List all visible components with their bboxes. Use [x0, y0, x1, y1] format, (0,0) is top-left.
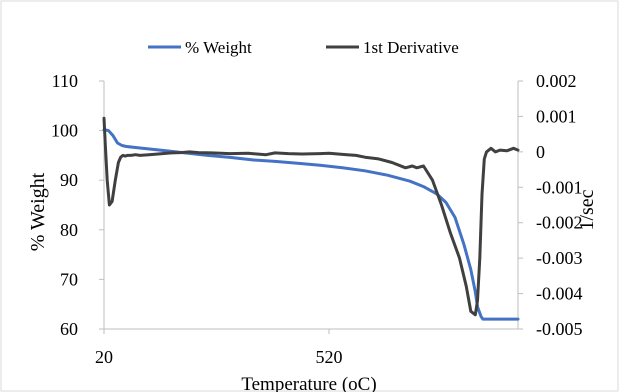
left-tick-label: 70 — [60, 269, 78, 289]
right-axis-title: 1/sec — [576, 189, 598, 230]
series-line-derivative — [102, 116, 520, 317]
series-line-weight — [102, 128, 520, 321]
legend-label-derivative: 1st Derivative — [363, 38, 459, 57]
legend-label-weight: % Weight — [185, 38, 252, 57]
left-tick-label: 100 — [51, 121, 78, 141]
right-tick-label: 0 — [536, 142, 545, 162]
x-axis-ticks: 20 520 — [95, 329, 343, 367]
right-tick-label: -0.004 — [536, 284, 583, 304]
series-lines — [102, 116, 520, 321]
legend: % Weight 1st Derivative — [148, 38, 459, 57]
x-tick-label: 520 — [316, 347, 343, 367]
right-tick-label: -0.001 — [536, 177, 583, 197]
right-tick-label: 0.002 — [536, 71, 577, 91]
right-tick-label: -0.005 — [536, 319, 583, 339]
left-axis-title: % Weight — [27, 172, 49, 251]
right-axis-ticks: 0.002 0.001 0 -0.001 -0.002 -0.003 -0.004 -0.00… — [518, 71, 583, 339]
right-tick-label: -0.002 — [536, 213, 583, 233]
left-tick-label: 60 — [60, 319, 78, 339]
right-tick-label: 0.001 — [536, 106, 577, 126]
left-tick-label: 80 — [60, 220, 78, 240]
right-tick-label: -0.003 — [536, 248, 583, 268]
left-axis-ticks: 110 100 90 80 70 60 — [51, 71, 104, 339]
left-tick-label: 110 — [52, 71, 78, 91]
x-axis-title: Temperature (oC) — [241, 374, 376, 392]
x-tick-label: 20 — [95, 347, 113, 367]
left-tick-label: 90 — [60, 170, 78, 190]
